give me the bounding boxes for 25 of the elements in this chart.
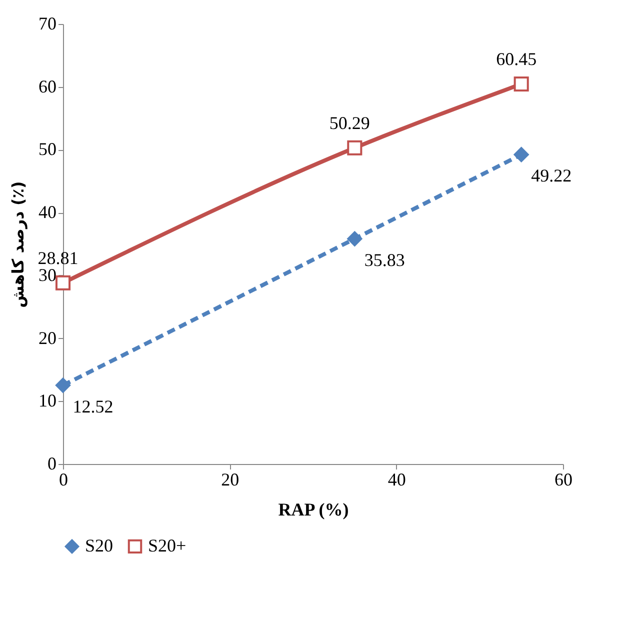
data-label: 60.45 <box>496 49 537 70</box>
data-label: 49.22 <box>531 166 572 186</box>
legend-label: S20 <box>85 535 114 556</box>
y-tick-label: 60 <box>38 76 56 96</box>
point <box>514 147 529 162</box>
y-tick-label: 20 <box>38 328 56 348</box>
x-tick-label: 40 <box>388 470 406 490</box>
data-label: 12.52 <box>72 396 114 416</box>
x-tick-label: 20 <box>221 470 240 490</box>
point <box>347 231 362 246</box>
data-label: 50.29 <box>329 112 370 133</box>
point <box>347 140 362 156</box>
point <box>514 76 529 92</box>
y-tick-label: 10 <box>38 390 56 411</box>
y-axis-title: درصد کاهش (٪) <box>8 181 28 308</box>
y-tick-label: 50 <box>38 139 56 160</box>
data-label: 35.83 <box>364 250 405 270</box>
point <box>55 275 71 290</box>
point <box>55 378 71 393</box>
y-tick-label: 70 <box>38 14 56 34</box>
y-tick-label: 0 <box>48 454 56 474</box>
legend-label: S20+ <box>148 535 186 556</box>
x-tick-label: 60 <box>554 470 572 490</box>
y-tick-label: 40 <box>38 202 56 222</box>
x-axis-title: RAP (%) <box>278 500 349 520</box>
